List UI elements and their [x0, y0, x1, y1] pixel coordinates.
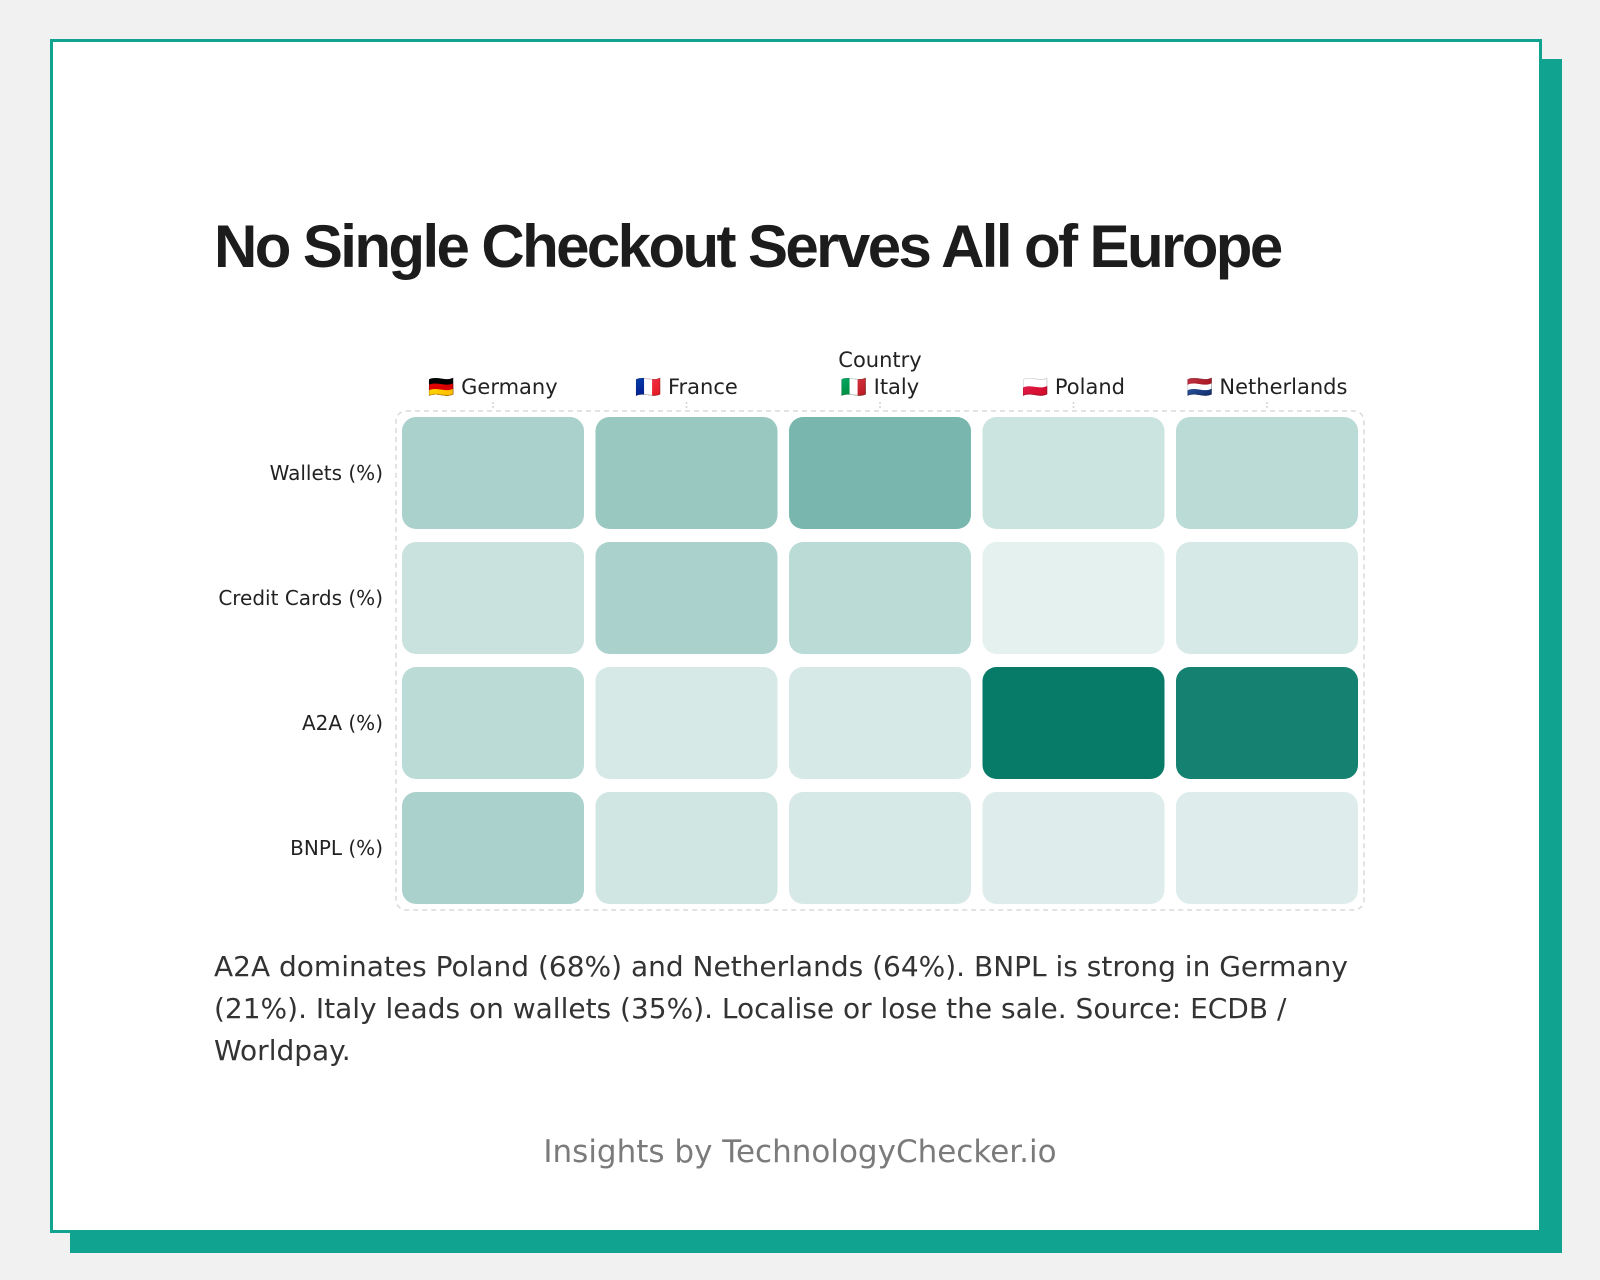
flag-icon: 🇳🇱: [1187, 375, 1213, 399]
x-tick-label: 🇮🇹 Italy: [841, 375, 919, 399]
flag-icon: 🇵🇱: [1022, 375, 1048, 399]
chart-title: No Single Checkout Serves All of Europe: [214, 213, 1283, 280]
x-tick-label: 🇩🇪 Germany: [428, 375, 557, 399]
column-name: Netherlands: [1213, 375, 1348, 399]
column-name: Poland: [1048, 375, 1125, 399]
heatmap-cell[interactable]: [595, 667, 778, 779]
heatmap-cell[interactable]: [1176, 792, 1358, 904]
heatmap-cell[interactable]: [789, 667, 971, 779]
heatmap-cell[interactable]: [402, 792, 584, 904]
heatmap-cell[interactable]: [1176, 667, 1358, 779]
x-tick-label: 🇵🇱 Poland: [1022, 375, 1125, 399]
x-tick-label: 🇫🇷 France: [635, 375, 738, 399]
flag-icon: 🇮🇹: [841, 375, 867, 399]
y-tick-label: A2A (%): [302, 711, 383, 735]
heatmap-cell[interactable]: [595, 792, 778, 904]
column-name: France: [661, 375, 738, 399]
heatmap-cell[interactable]: [982, 417, 1165, 529]
footer-credit: Insights by TechnologyChecker.io: [543, 1134, 1057, 1170]
heatmap-cell[interactable]: [1176, 417, 1358, 529]
flag-icon: 🇫🇷: [635, 375, 661, 399]
heatmap-cell[interactable]: [982, 542, 1165, 654]
flag-icon: 🇩🇪: [428, 375, 454, 399]
chart-description: A2A dominates Poland (68%) and Netherlan…: [214, 950, 1348, 1067]
column-name: Germany: [454, 375, 557, 399]
heatmap-cell[interactable]: [595, 542, 778, 654]
heatmap-cell[interactable]: [789, 417, 971, 529]
heatmap-cell[interactable]: [402, 667, 584, 779]
y-tick-label: Credit Cards (%): [218, 586, 383, 610]
x-axis-title: Country: [838, 348, 921, 372]
heatmap-cell[interactable]: [595, 417, 778, 529]
x-tick-label: 🇳🇱 Netherlands: [1187, 375, 1348, 399]
heatmap-cell[interactable]: [982, 792, 1165, 904]
heatmap-cell[interactable]: [402, 542, 584, 654]
heatmap-cell[interactable]: [789, 792, 971, 904]
y-tick-label: Wallets (%): [270, 461, 383, 485]
heatmap-cell[interactable]: [402, 417, 584, 529]
heatmap-cell[interactable]: [1176, 542, 1358, 654]
heatmap-cell[interactable]: [789, 542, 971, 654]
y-tick-label: BNPL (%): [290, 836, 383, 860]
column-name: Italy: [867, 375, 919, 399]
heatmap-cell[interactable]: [982, 667, 1165, 779]
